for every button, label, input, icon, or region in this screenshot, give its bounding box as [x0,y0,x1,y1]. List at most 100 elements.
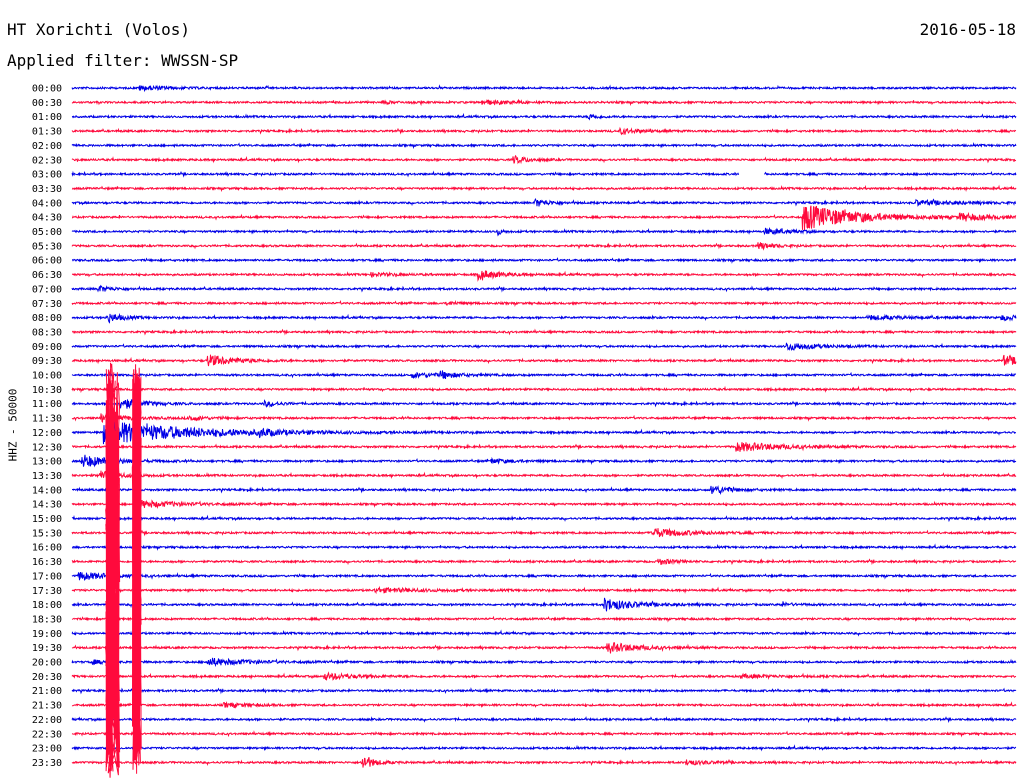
row-time-label: 09:30 [32,356,62,367]
row-time-label: 14:00 [32,485,62,496]
row-time-label: 22:30 [32,729,62,740]
row-time-label: 02:30 [32,155,62,166]
trace-1730 [71,585,1017,595]
row-time-label: 04:30 [32,213,62,224]
row-time-label: 05:00 [32,227,62,238]
trace-0030 [71,98,1017,107]
row-time-label: 19:30 [32,643,62,654]
row-time-label: 17:00 [32,571,62,582]
trace-0100 [71,112,1017,121]
row-time-label: 11:30 [32,414,62,425]
row-time-label: 07:00 [32,284,62,295]
row-time-label: 14:30 [32,500,62,511]
large-event-secondary-trace [131,364,142,774]
trace-0330 [71,184,1017,193]
row-time-label: 08:30 [32,327,62,338]
trace-2300 [71,744,1017,752]
row-time-label: 22:00 [32,715,62,726]
trace-1830 [71,615,1017,623]
row-time-label: 03:00 [32,170,62,181]
trace-0130 [71,126,1017,136]
row-time-label: 06:00 [32,256,62,267]
trace-1530 [71,527,1017,538]
trace-0830 [72,328,1017,336]
row-time-label: 17:30 [32,586,62,597]
trace-1900 [71,629,1016,637]
row-time-label: 09:00 [32,342,62,353]
row-time-label: 18:00 [32,600,62,611]
trace-1030 [71,385,1016,394]
trace-0800 [71,312,1017,324]
row-time-label: 10:00 [32,371,62,382]
row-time-label: 00:30 [32,98,62,109]
row-time-label: 23:00 [32,744,62,755]
filter-label: Applied filter: WWSSN-SP [7,51,239,70]
trace-1400 [72,485,1017,496]
trace-1230 [72,442,1017,452]
trace-0000 [71,84,1017,93]
row-time-label: 03:30 [32,184,62,195]
row-time-label: 13:00 [32,457,62,468]
trace-1630 [71,558,1017,566]
row-time-label: 23:30 [32,758,62,769]
trace-0930 [71,354,1017,367]
trace-1130 [71,413,1017,424]
row-time-label: 08:00 [32,313,62,324]
trace-1600 [71,543,1017,551]
row-time-label: 16:30 [32,557,62,568]
row-time-label: 18:30 [32,614,62,625]
row-time-label: 11:00 [32,399,62,410]
trace-1930 [71,641,1017,654]
trace-1300 [71,454,1017,468]
trace-0900 [71,342,1017,352]
station-title: HT Xorichti (Volos) [7,20,191,39]
trace-1800 [71,597,1017,612]
row-time-label: 06:30 [32,270,62,281]
row-time-label: 16:00 [32,543,62,554]
trace-1200 [71,421,1016,445]
trace-1700 [71,572,1017,581]
trace-1500 [71,514,1017,523]
trace-0530 [71,242,1017,251]
row-time-label: 10:30 [32,385,62,396]
trace-0230 [71,154,1017,165]
row-time-label: 01:00 [32,112,62,123]
trace-0600 [72,257,1017,264]
trace-0700 [71,284,1017,293]
trace-2100 [71,687,1017,695]
trace-0400 [71,197,1017,207]
trace-1100 [71,399,1017,410]
trace-2030 [71,671,1017,681]
trace-0630 [71,270,1017,282]
row-time-label: 13:30 [32,471,62,482]
row-time-label: 04:00 [32,198,62,209]
trace-2130 [71,701,1017,709]
trace-0730 [71,299,1017,307]
row-time-label: 19:00 [32,629,62,640]
row-time-label: 21:30 [32,701,62,712]
row-time-label: 21:00 [32,686,62,697]
trace-1330 [71,470,1017,480]
row-time-label: 05:30 [32,241,62,252]
trace-1000 [71,370,1017,380]
row-time-label: 00:00 [32,84,62,95]
row-time-label: 12:00 [32,428,62,439]
trace-2000 [71,657,1017,668]
row-time-label: 01:30 [32,127,62,138]
large-event-primary-trace [105,362,121,778]
row-time-label: 07:30 [32,299,62,310]
row-time-label: 12:30 [32,442,62,453]
row-time-label: 20:00 [32,658,62,669]
trace-2230 [71,730,1016,738]
trace-2200 [71,716,1017,724]
trace-0430 [71,205,1017,231]
trace-1430 [71,499,1017,510]
row-time-label: 15:00 [32,514,62,525]
row-time-label: 02:00 [32,141,62,152]
trace-0300 [71,170,1017,178]
trace-0500 [71,226,1017,237]
row-time-label: 20:30 [32,672,62,683]
trace-0200 [71,142,1017,150]
trace-2330 [71,757,1017,768]
